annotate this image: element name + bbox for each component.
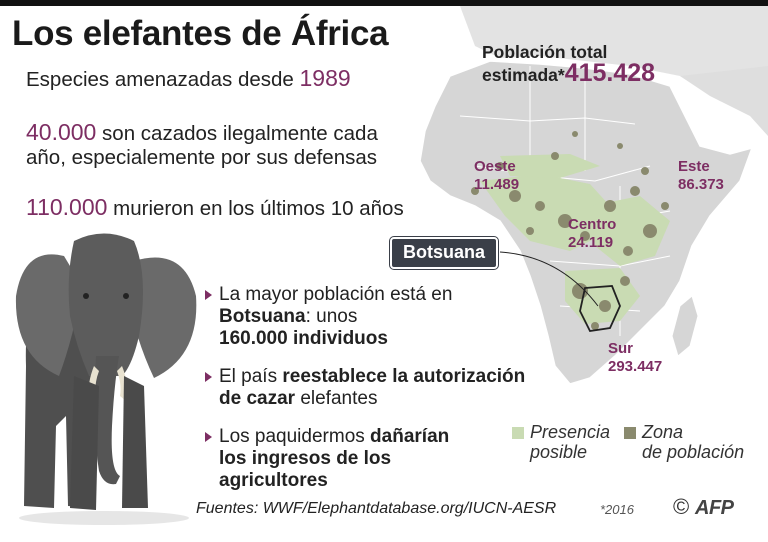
map-legend: Presencia posible Zona de población bbox=[512, 422, 768, 472]
bullet-3-b: dañarían bbox=[370, 426, 450, 447]
madagascar bbox=[671, 295, 699, 357]
bullet-triangle-icon bbox=[205, 290, 212, 300]
sources: Fuentes: WWF/Elephantdatabase.org/IUCN-A… bbox=[196, 500, 557, 517]
bullet-2-c: de cazar bbox=[219, 388, 296, 409]
legend-zone-a: Zona bbox=[642, 422, 684, 442]
legend-zone-b: de población bbox=[642, 442, 745, 462]
bullet-3-d: agricultores bbox=[219, 470, 328, 491]
legend-presence-a: Presencia bbox=[530, 422, 611, 442]
stat-endangered-text: Especies amenazadas desde bbox=[26, 68, 300, 91]
bullet-1-a: La mayor población está en bbox=[219, 284, 453, 305]
bullet-1-d: 160.000 individuos bbox=[219, 328, 388, 349]
bullet-1-b: Botsuana bbox=[219, 306, 306, 327]
stat-deaths-text: murieron en los últimos 10 años bbox=[107, 197, 404, 220]
bullet-triangle-icon bbox=[205, 432, 212, 442]
bullet-1-c: : unos bbox=[305, 306, 358, 327]
page-title: Los elefantes de África bbox=[12, 14, 389, 53]
region-centro: Centro 24.119 bbox=[568, 216, 616, 252]
stat-poached-value: 40.000 bbox=[26, 119, 97, 145]
stat-deaths: 110.000 murieron en los últimos 10 años bbox=[26, 195, 404, 221]
region-este-value: 86.373 bbox=[678, 176, 724, 193]
stat-deaths-value: 110.000 bbox=[26, 194, 108, 220]
bullet-triangle-icon bbox=[205, 372, 212, 382]
stat-endangered-value: 1989 bbox=[299, 65, 351, 91]
afp-logo: AFP bbox=[695, 497, 734, 519]
population-zones bbox=[471, 131, 669, 330]
stat-poached: 40.000 son cazados ilegalmente cada año,… bbox=[26, 120, 378, 170]
legend-zone-swatch bbox=[624, 427, 636, 439]
botswana-outline bbox=[579, 285, 621, 332]
surrounding-land bbox=[460, 6, 768, 116]
total-label-a: Población total bbox=[482, 42, 608, 62]
bullet-2-a: El país bbox=[219, 366, 283, 387]
bullet-list: La mayor población está en Botsuana: uno… bbox=[205, 284, 545, 508]
region-oeste: Oeste 11.489 bbox=[474, 158, 519, 194]
bullet-3-c: los ingresos de los bbox=[219, 448, 392, 469]
legend-presence-b: posible bbox=[530, 442, 588, 462]
region-este: Este 86.373 bbox=[678, 158, 724, 194]
region-oeste-value: 11.489 bbox=[474, 176, 520, 193]
elephant-illustration bbox=[15, 233, 197, 525]
legend-presence-swatch bbox=[512, 427, 524, 439]
bullet-item: La mayor población está en Botsuana: uno… bbox=[205, 284, 545, 350]
botswana-badge: Botsuana bbox=[390, 237, 499, 269]
stat-poached-text-b: año, especialemente por sus defensas bbox=[26, 146, 378, 169]
stat-endangered: Especies amenazadas desde 1989 bbox=[26, 66, 351, 92]
bullet-2-d: elefantes bbox=[295, 388, 378, 409]
total-population: Población total estimada*415.428 bbox=[482, 42, 655, 86]
total-label-b: estimada* bbox=[482, 65, 565, 85]
top-bar bbox=[0, 0, 768, 6]
bullet-item: Los paquidermos dañarían los ingresos de… bbox=[205, 426, 545, 492]
region-sur-name: Sur bbox=[608, 340, 634, 357]
bullet-3-a: Los paquidermos bbox=[219, 426, 371, 447]
total-value: 415.428 bbox=[564, 59, 656, 87]
legend-zone: Zona de población bbox=[624, 422, 744, 462]
botswana-pointer bbox=[499, 251, 599, 307]
africa-map bbox=[419, 6, 768, 385]
region-sur-value: 293.447 bbox=[608, 358, 663, 375]
copyright-icon: © bbox=[673, 494, 690, 519]
data-year: *2016 bbox=[600, 502, 634, 517]
legend-presence: Presencia posible bbox=[512, 422, 610, 462]
bullet-2-b: reestablece la autorización bbox=[282, 366, 526, 387]
stat-poached-text-a: son cazados ilegalmente cada bbox=[96, 122, 378, 145]
region-este-name: Este bbox=[678, 158, 710, 175]
region-centro-value: 24.119 bbox=[568, 234, 614, 251]
arabian-peninsula bbox=[680, 66, 768, 136]
region-oeste-name: Oeste bbox=[474, 158, 516, 175]
region-sur: Sur 293.447 bbox=[608, 340, 662, 376]
bullet-item: El país reestablece la autorización de c… bbox=[205, 366, 545, 410]
region-centro-name: Centro bbox=[568, 216, 617, 233]
